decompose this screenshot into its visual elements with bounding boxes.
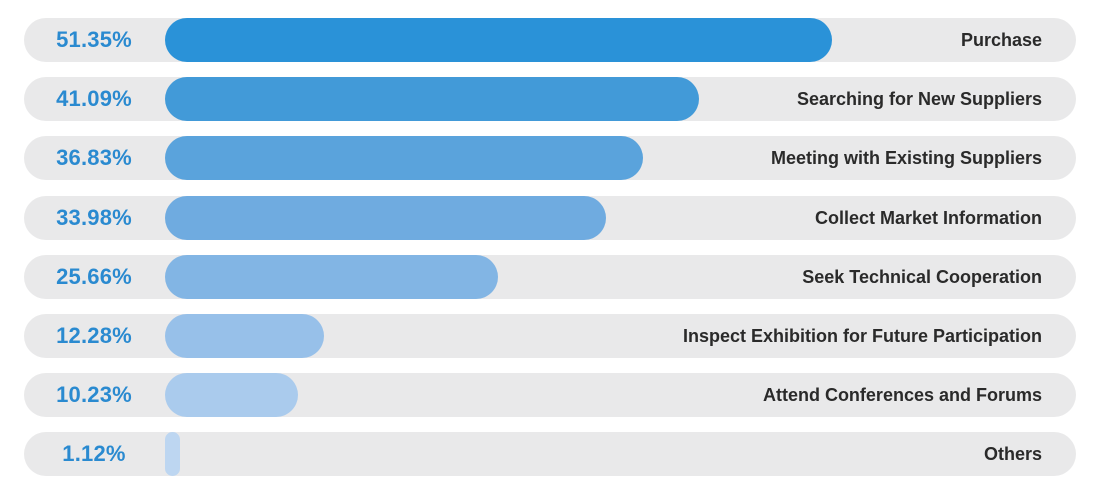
bar-track — [165, 432, 1095, 477]
bar-row: 51.35% Purchase — [24, 18, 1076, 62]
bar — [165, 18, 832, 62]
bar — [165, 314, 325, 358]
bar-row: 33.98% Collect Market Information — [24, 195, 1076, 240]
bar-track — [165, 136, 1095, 181]
bar-value-label: 12.28% — [56, 323, 132, 348]
bar — [165, 254, 499, 299]
bar-row: 1.12% Others — [24, 432, 1076, 477]
bar-category-label: Inspect Exhibition for Future Participat… — [682, 326, 1042, 346]
bar — [165, 373, 298, 418]
bar — [165, 432, 180, 477]
bar-value-label: 25.66% — [56, 263, 132, 289]
bar-track — [165, 314, 1095, 358]
bar-track — [165, 373, 1095, 418]
bar-row: 25.66% Seek Technical Cooperation — [24, 254, 1076, 299]
bar-track — [165, 18, 1095, 62]
bar-category-label: Others — [983, 444, 1042, 465]
bar-value-label: 33.98% — [56, 204, 132, 230]
bar-row: 36.83% Meeting with Existing Suppliers — [24, 136, 1076, 181]
bar-category-label: Searching for New Suppliers — [796, 89, 1042, 110]
bar-value-label: 36.83% — [56, 145, 132, 171]
bar-category-label: Purchase — [960, 30, 1042, 50]
bar-track — [165, 254, 1095, 299]
bar-category-label: Attend Conferences and Forums — [762, 385, 1042, 406]
bar — [165, 195, 607, 240]
bar-value-label: 10.23% — [56, 382, 132, 408]
bar-row: 41.09% Searching for New Suppliers — [24, 77, 1076, 122]
bar-category-label: Meeting with Existing Suppliers — [770, 148, 1042, 169]
bar-value-label: 51.35% — [56, 27, 132, 52]
bar — [165, 136, 644, 181]
bar-category-label: Seek Technical Cooperation — [802, 266, 1042, 287]
bar-value-label: 1.12% — [62, 441, 126, 467]
bar-track — [165, 195, 1095, 240]
bar-track — [165, 77, 1095, 122]
bar-row: 12.28% Inspect Exhibition for Future Part… — [24, 314, 1076, 358]
bar-category-label: Collect Market Information — [814, 207, 1042, 228]
bar — [165, 77, 699, 122]
bar-row: 10.23% Attend Conferences and Forums — [24, 373, 1076, 418]
bar-value-label: 41.09% — [56, 86, 132, 112]
